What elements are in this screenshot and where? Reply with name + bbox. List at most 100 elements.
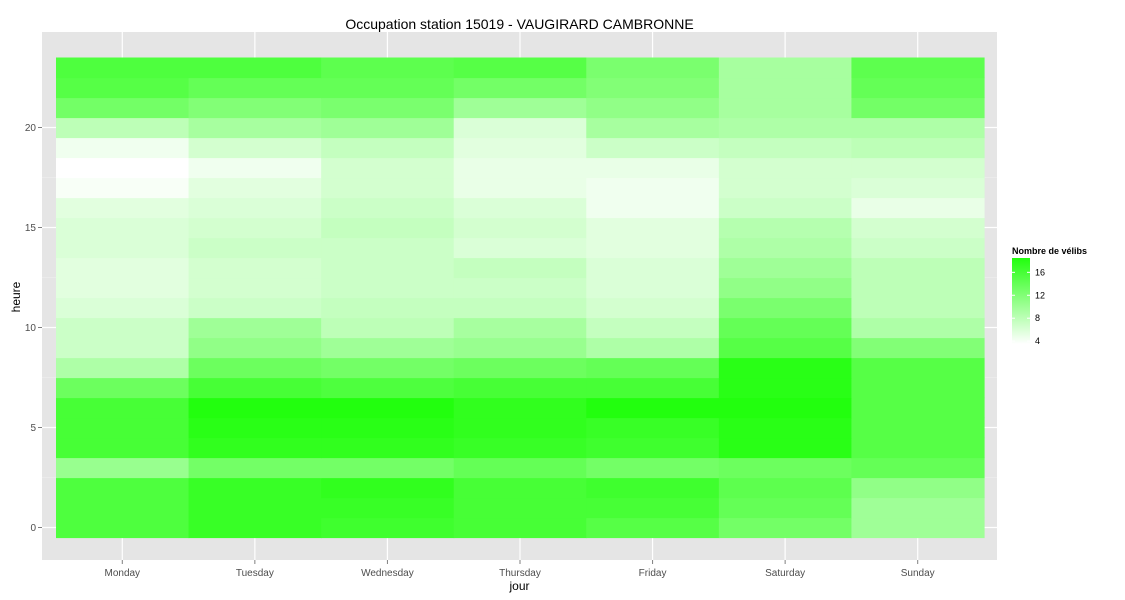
heatmap-tile [586, 137, 720, 159]
heatmap-tile [586, 77, 720, 99]
x-tick-label: Sunday [901, 568, 935, 579]
heatmap-tile [586, 97, 720, 119]
heatmap-tile [56, 237, 190, 259]
heatmap-tile [321, 297, 455, 319]
heatmap-tile [851, 477, 985, 499]
heatmap-tile [321, 57, 455, 79]
heatmap-tile [453, 297, 587, 319]
heatmap-tile [56, 137, 190, 159]
heatmap-tile [453, 97, 587, 119]
heatmap-tile [851, 277, 985, 299]
heatmap-tile [188, 157, 322, 179]
heatmap-tile [718, 337, 853, 359]
heatmap-tile [851, 497, 985, 519]
legend-tick-label: 16 [1035, 267, 1045, 277]
heatmap-tile [321, 237, 455, 259]
heatmap-tile [188, 397, 322, 419]
heatmap-tile [56, 317, 190, 339]
heatmap-tile [453, 117, 587, 139]
heatmap-tile [453, 417, 587, 439]
heatmap-tile [586, 217, 720, 239]
heatmap-tile [851, 457, 985, 479]
axes: 0 5 10 15 20 Monday Tuesday Wednesday Thursday Fr… [25, 123, 935, 579]
heatmap-tile [56, 57, 190, 79]
legend-tick-label: 8 [1035, 313, 1040, 323]
heatmap-tile [718, 297, 853, 319]
legend-tick-label: 4 [1035, 336, 1040, 346]
heatmap-tile [56, 437, 190, 459]
heatmap-tile [586, 357, 720, 379]
heatmap-tile [188, 437, 322, 459]
heatmap-tile [851, 357, 985, 379]
heatmap-tile [321, 497, 455, 519]
heatmap-tile [188, 257, 322, 279]
heatmap-tile [718, 217, 853, 239]
heatmap-tile [188, 297, 322, 319]
heatmap-tile [453, 57, 587, 79]
heatmap-tile [851, 237, 985, 259]
heatmap-tile [586, 477, 720, 499]
heatmap-tile [718, 157, 853, 179]
heatmap-tile [56, 77, 190, 99]
heatmap-tile [56, 417, 190, 439]
heatmap-tile [851, 77, 985, 99]
heatmap-tile [851, 377, 985, 399]
heatmap-tile [188, 177, 322, 199]
heatmap-tile [56, 397, 190, 419]
heatmap-tile [453, 137, 587, 159]
heatmap-tile [453, 357, 587, 379]
heatmap-tile [453, 277, 587, 299]
heatmap-tile [188, 477, 322, 499]
heatmap-tile [56, 277, 190, 299]
heatmap-tile [453, 237, 587, 259]
heatmap-tile [586, 397, 720, 419]
heatmap-tile [851, 317, 985, 339]
heatmap-tile [851, 417, 985, 439]
heatmap-tile [321, 457, 455, 479]
y-axis-title: heure [9, 281, 23, 312]
heatmap-tile [453, 317, 587, 339]
heatmap-tile [586, 57, 720, 79]
heatmap-tile [56, 97, 190, 119]
heatmap-tile [321, 197, 455, 219]
heatmap-tile [188, 417, 322, 439]
legend-title: Nombre de vélibs [1012, 246, 1087, 256]
heatmap-tile [453, 337, 587, 359]
heatmap-tile [188, 457, 322, 479]
heatmap-tile [851, 177, 985, 199]
heatmap-tile [56, 257, 190, 279]
heatmap-tile [321, 157, 455, 179]
heatmap-tile [453, 217, 587, 239]
heatmap-tile [851, 97, 985, 119]
legend-colorbar [1012, 258, 1030, 344]
heatmap-tile [321, 397, 455, 419]
heatmap-tile [453, 197, 587, 219]
heatmap-tile [718, 97, 853, 119]
heatmap-tile [56, 297, 190, 319]
y-tick-label: 10 [25, 323, 37, 334]
heatmap-tile [718, 77, 853, 99]
heatmap-tile [321, 317, 455, 339]
heatmap-tile [188, 357, 322, 379]
heatmap-tile [586, 197, 720, 219]
heatmap-tile [851, 517, 985, 539]
y-tick-label: 20 [25, 123, 37, 134]
legend-ticks: 4 8 12 16 [1012, 267, 1045, 346]
heatmap-tile [321, 97, 455, 119]
heatmap-tile [718, 357, 853, 379]
heatmap-tile [56, 517, 190, 539]
heatmap-tile [586, 317, 720, 339]
heatmap-tile [586, 117, 720, 139]
heatmap-tile [586, 497, 720, 519]
heatmap-tile [586, 277, 720, 299]
heatmap-tile [851, 437, 985, 459]
heatmap-tile [851, 157, 985, 179]
heatmap-tile [56, 197, 190, 219]
heatmap-tile [188, 517, 322, 539]
heatmap-tile [188, 277, 322, 299]
heatmap-tile [851, 257, 985, 279]
heatmap-tile [188, 117, 322, 139]
heatmap-tile [453, 377, 587, 399]
heatmap-tile [56, 497, 190, 519]
heatmap-tile [56, 337, 190, 359]
